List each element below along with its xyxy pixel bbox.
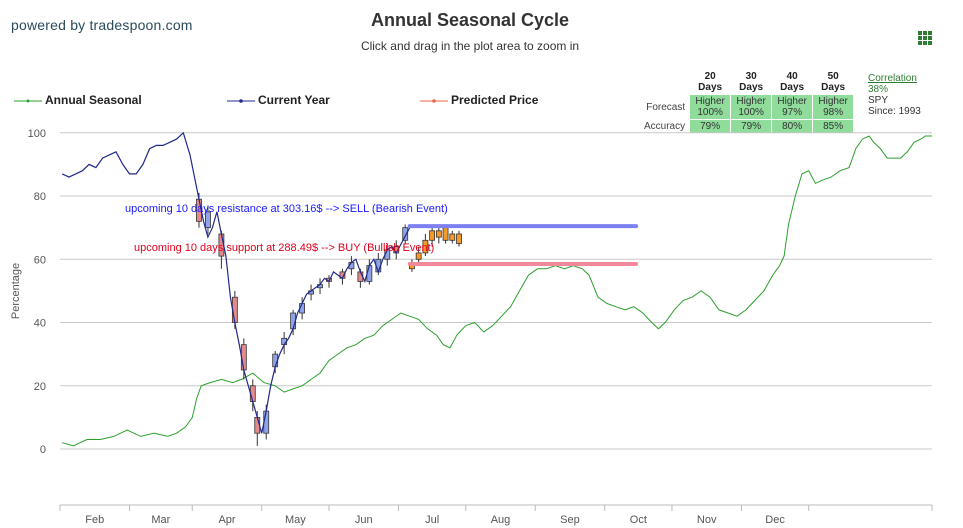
accuracy-cell: 85% bbox=[812, 119, 855, 134]
predicted-price-candle bbox=[435, 230, 442, 238]
accuracy-row-label: Accuracy bbox=[644, 121, 686, 132]
forecast-table: 20 Days 30 Days 40 Days 50 Days Forecast… bbox=[642, 70, 855, 134]
y-tick-label: 80 bbox=[34, 191, 46, 203]
predicted-price-candle bbox=[409, 265, 415, 270]
y-tick-label: 20 bbox=[34, 381, 46, 393]
x-axis: Feb Mar Apr May Jun Jul Aug Sep Oct Nov Dec bbox=[59, 504, 933, 526]
current-year-candle bbox=[205, 211, 211, 229]
x-tick-label: Feb bbox=[85, 514, 104, 526]
column-header: 30 Days bbox=[739, 71, 764, 93]
powered-by-text: powered by tradespoon.com bbox=[11, 17, 193, 33]
predicted-price-candle bbox=[429, 230, 436, 241]
forecast-cell: Higher 97% bbox=[771, 94, 814, 120]
y-axis-ticks: 0 20 40 60 80 100 bbox=[28, 128, 46, 456]
chart-title: Annual Seasonal Cycle bbox=[370, 10, 570, 30]
y-tick-label: 40 bbox=[34, 318, 46, 330]
legend-label: Predicted Price bbox=[451, 93, 539, 107]
correlation-link[interactable]: Correlation bbox=[868, 73, 917, 84]
predicted-price-candle bbox=[415, 252, 422, 260]
correlation-value: 38% bbox=[868, 84, 889, 95]
current-year-candle bbox=[402, 227, 409, 241]
accuracy-cell: 79% bbox=[689, 119, 732, 134]
chart-annotations: upcoming 10 days resistance at 303.16$ -… bbox=[125, 203, 639, 267]
column-header: 50 Days bbox=[821, 71, 846, 93]
current-year-line bbox=[61, 131, 411, 434]
annual-seasonal-line bbox=[62, 135, 932, 447]
forecast-cell: Higher 100% bbox=[730, 94, 773, 120]
x-tick-label: Dec bbox=[765, 514, 785, 526]
x-tick-label: Oct bbox=[630, 514, 647, 526]
x-tick-label: Nov bbox=[697, 514, 717, 526]
predicted-price-candle bbox=[449, 233, 456, 241]
legend-current-swatch bbox=[227, 99, 255, 103]
y-tick-label: 0 bbox=[40, 444, 46, 456]
legend-seasonal-swatch bbox=[14, 99, 42, 103]
gridlines bbox=[60, 132, 932, 450]
correlation-symbol: SPY bbox=[868, 95, 889, 106]
forecast-cell: Higher 100% bbox=[689, 94, 732, 120]
predicted-price-candle bbox=[456, 233, 462, 244]
x-tick-label: Jul bbox=[425, 514, 439, 526]
x-tick-label: Mar bbox=[151, 514, 170, 526]
legend-label: Annual Seasonal bbox=[45, 93, 142, 107]
forecast-row-label: Forecast bbox=[646, 101, 686, 113]
x-tick-label: Jun bbox=[355, 514, 373, 526]
y-tick-label: 100 bbox=[28, 128, 46, 140]
column-header: 40 Days bbox=[780, 71, 805, 93]
x-tick-label: Aug bbox=[491, 514, 511, 526]
column-header: 20 Days bbox=[698, 71, 723, 93]
support-label: upcoming 10 days support at 288.49$ --> … bbox=[134, 242, 434, 254]
correlation-box: Correlation 38% SPY Since: 1993 bbox=[868, 73, 921, 117]
chart-series bbox=[61, 131, 932, 447]
predicted-price-candle bbox=[442, 227, 449, 241]
predicted-price-candle bbox=[422, 239, 429, 254]
resistance-label: upcoming 10 days resistance at 303.16$ -… bbox=[125, 203, 448, 215]
legend-predicted-swatch bbox=[420, 99, 448, 103]
y-axis-label: Percentage bbox=[10, 263, 22, 319]
legend-label: Current Year bbox=[258, 93, 330, 107]
y-tick-label: 60 bbox=[34, 254, 46, 266]
correlation-since: Since: 1993 bbox=[868, 106, 921, 117]
chart-subtitle: Click and drag in the plot area to zoom … bbox=[360, 39, 580, 53]
chart-menu-icon[interactable] bbox=[918, 31, 932, 45]
forecast-cell: Higher 98% bbox=[812, 94, 855, 120]
x-tick-label: May bbox=[285, 514, 306, 526]
x-tick-label: Apr bbox=[218, 514, 235, 526]
x-tick-label: Sep bbox=[560, 514, 580, 526]
